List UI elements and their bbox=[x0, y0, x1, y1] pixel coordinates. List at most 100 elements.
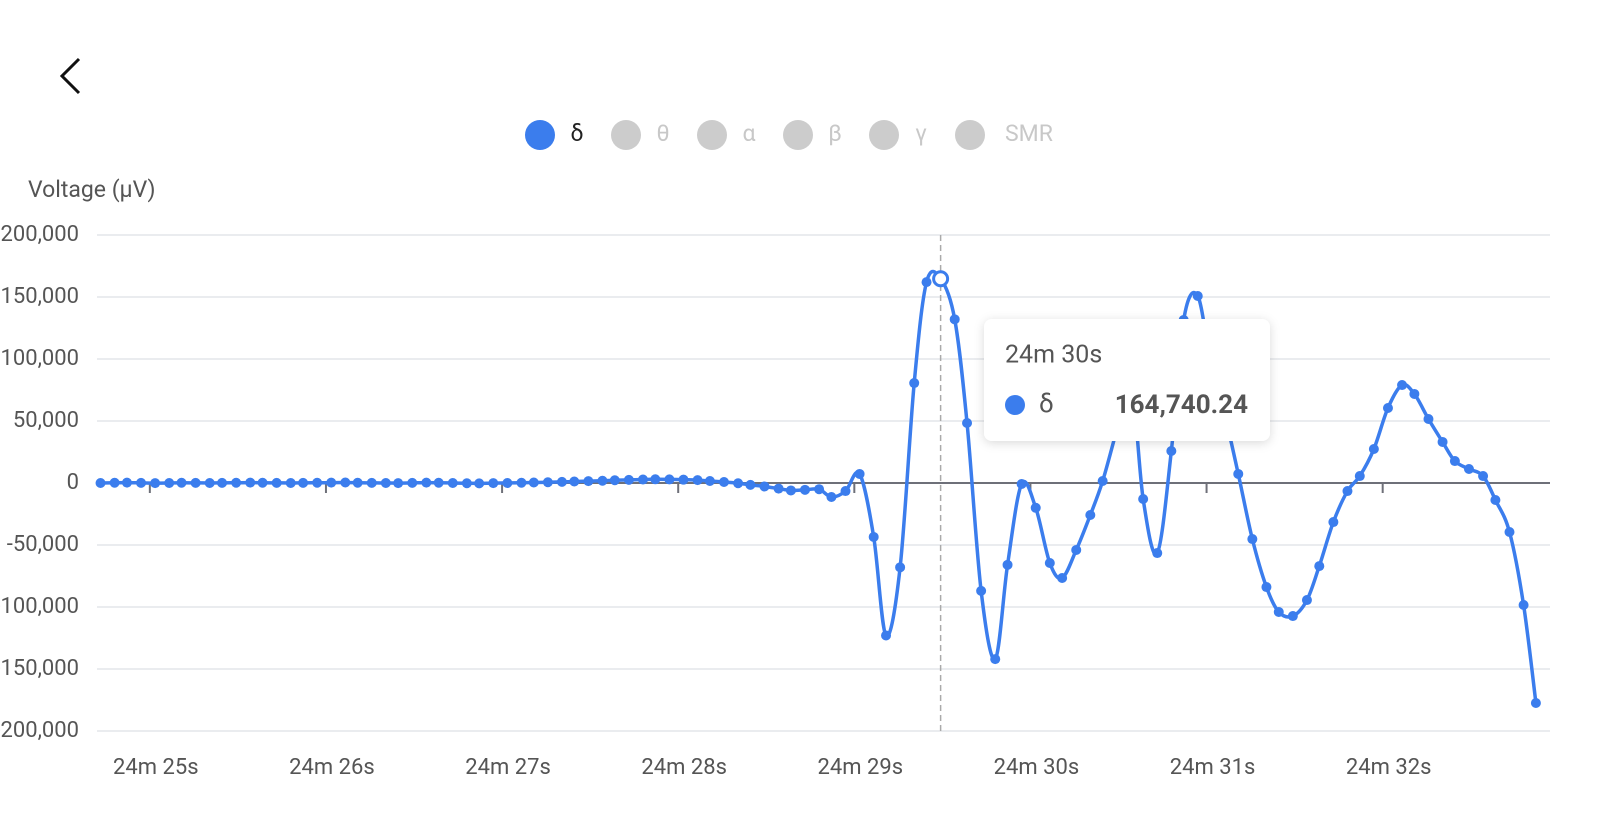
data-point bbox=[1287, 611, 1298, 622]
data-point bbox=[393, 478, 404, 489]
tooltip-marker bbox=[1005, 395, 1025, 415]
data-point bbox=[488, 478, 499, 489]
legend-label[interactable]: δ bbox=[570, 120, 583, 147]
data-point bbox=[542, 477, 553, 488]
legend-label[interactable]: SMR bbox=[1005, 120, 1053, 147]
data-point bbox=[1044, 557, 1055, 568]
data-point bbox=[245, 477, 256, 488]
x-tick-label: 24m 29s bbox=[818, 755, 904, 780]
data-point bbox=[733, 478, 744, 489]
data-point bbox=[150, 478, 161, 489]
data-point bbox=[1097, 476, 1108, 487]
y-tick-label: 0 bbox=[67, 470, 79, 495]
data-point bbox=[1030, 502, 1041, 513]
back-button[interactable] bbox=[59, 57, 81, 95]
data-point bbox=[664, 474, 675, 485]
data-point bbox=[1273, 606, 1284, 617]
data-point bbox=[814, 484, 825, 495]
data-point bbox=[407, 477, 418, 488]
y-tick-label: 100,000 bbox=[0, 346, 79, 371]
data-point bbox=[826, 492, 837, 503]
data-point bbox=[502, 478, 513, 488]
data-point bbox=[136, 477, 147, 488]
data-point bbox=[623, 474, 634, 485]
data-point bbox=[773, 483, 784, 494]
data-point bbox=[421, 477, 432, 488]
y-tick-label: -50,000 bbox=[7, 532, 79, 557]
x-tick-label: 24m 25s bbox=[113, 755, 199, 780]
data-point bbox=[1152, 548, 1163, 559]
y-axis-label: Voltage (μV) bbox=[28, 176, 155, 203]
data-point bbox=[204, 478, 215, 488]
data-point bbox=[285, 478, 296, 488]
data-point bbox=[1478, 471, 1489, 482]
data-point bbox=[528, 477, 539, 488]
data-point bbox=[380, 478, 391, 488]
data-point bbox=[474, 478, 485, 489]
legend-marker[interactable] bbox=[525, 120, 555, 150]
data-point bbox=[921, 277, 932, 288]
data-point bbox=[164, 478, 175, 488]
data-point bbox=[976, 585, 987, 596]
data-point bbox=[1423, 414, 1434, 425]
data-point bbox=[1449, 456, 1460, 467]
data-point bbox=[1138, 493, 1149, 504]
data-point bbox=[949, 314, 960, 325]
data-point bbox=[692, 475, 703, 486]
data-point bbox=[597, 475, 608, 486]
tooltip-series: δ bbox=[1039, 389, 1054, 419]
data-point bbox=[366, 477, 377, 488]
data-point bbox=[868, 531, 879, 542]
data-point bbox=[257, 477, 268, 488]
legend-marker[interactable] bbox=[611, 120, 641, 150]
data-point bbox=[1233, 468, 1244, 479]
data-point bbox=[637, 474, 648, 485]
data-point bbox=[583, 476, 594, 487]
data-point bbox=[1016, 478, 1027, 489]
data-point bbox=[433, 477, 444, 488]
data-point bbox=[1057, 572, 1068, 583]
y-tick-label: 150,000 bbox=[0, 284, 79, 309]
tooltip-title: 24m 30s bbox=[1005, 341, 1102, 370]
legend-marker[interactable] bbox=[697, 120, 727, 150]
data-point bbox=[1328, 517, 1339, 528]
x-tick-label: 24m 28s bbox=[641, 755, 727, 780]
data-point bbox=[1166, 446, 1177, 457]
data-point bbox=[1530, 697, 1541, 708]
legend-label[interactable]: α bbox=[742, 120, 755, 147]
legend-label[interactable]: θ bbox=[656, 120, 669, 147]
data-point bbox=[1301, 595, 1312, 606]
data-point bbox=[650, 474, 661, 485]
data-point bbox=[1071, 544, 1082, 555]
data-point bbox=[785, 485, 796, 496]
data-point bbox=[1085, 509, 1096, 520]
data-point bbox=[109, 477, 120, 488]
data-point bbox=[1314, 561, 1325, 572]
data-point bbox=[326, 477, 337, 488]
legend-marker[interactable] bbox=[783, 120, 813, 150]
legend-marker[interactable] bbox=[955, 120, 985, 150]
data-point bbox=[800, 484, 811, 495]
data-point bbox=[962, 417, 973, 428]
data-point bbox=[718, 477, 729, 488]
data-point bbox=[176, 477, 187, 488]
x-tick-label: 24m 27s bbox=[465, 755, 551, 780]
data-point bbox=[121, 477, 132, 488]
data-point bbox=[840, 486, 851, 497]
data-point bbox=[1397, 380, 1408, 391]
data-point bbox=[909, 378, 920, 389]
data-point bbox=[298, 477, 309, 488]
data-point bbox=[1368, 444, 1379, 455]
data-point bbox=[745, 479, 756, 490]
data-point bbox=[1342, 486, 1353, 497]
x-tick-label: 24m 32s bbox=[1346, 755, 1432, 780]
data-point bbox=[1490, 494, 1501, 505]
legend-label[interactable]: γ bbox=[915, 120, 927, 147]
data-point bbox=[881, 630, 892, 641]
data-point bbox=[704, 476, 715, 487]
legend-marker[interactable] bbox=[869, 120, 899, 150]
data-point bbox=[1518, 600, 1529, 611]
data-point bbox=[190, 477, 201, 488]
legend-label[interactable]: β bbox=[828, 120, 842, 147]
